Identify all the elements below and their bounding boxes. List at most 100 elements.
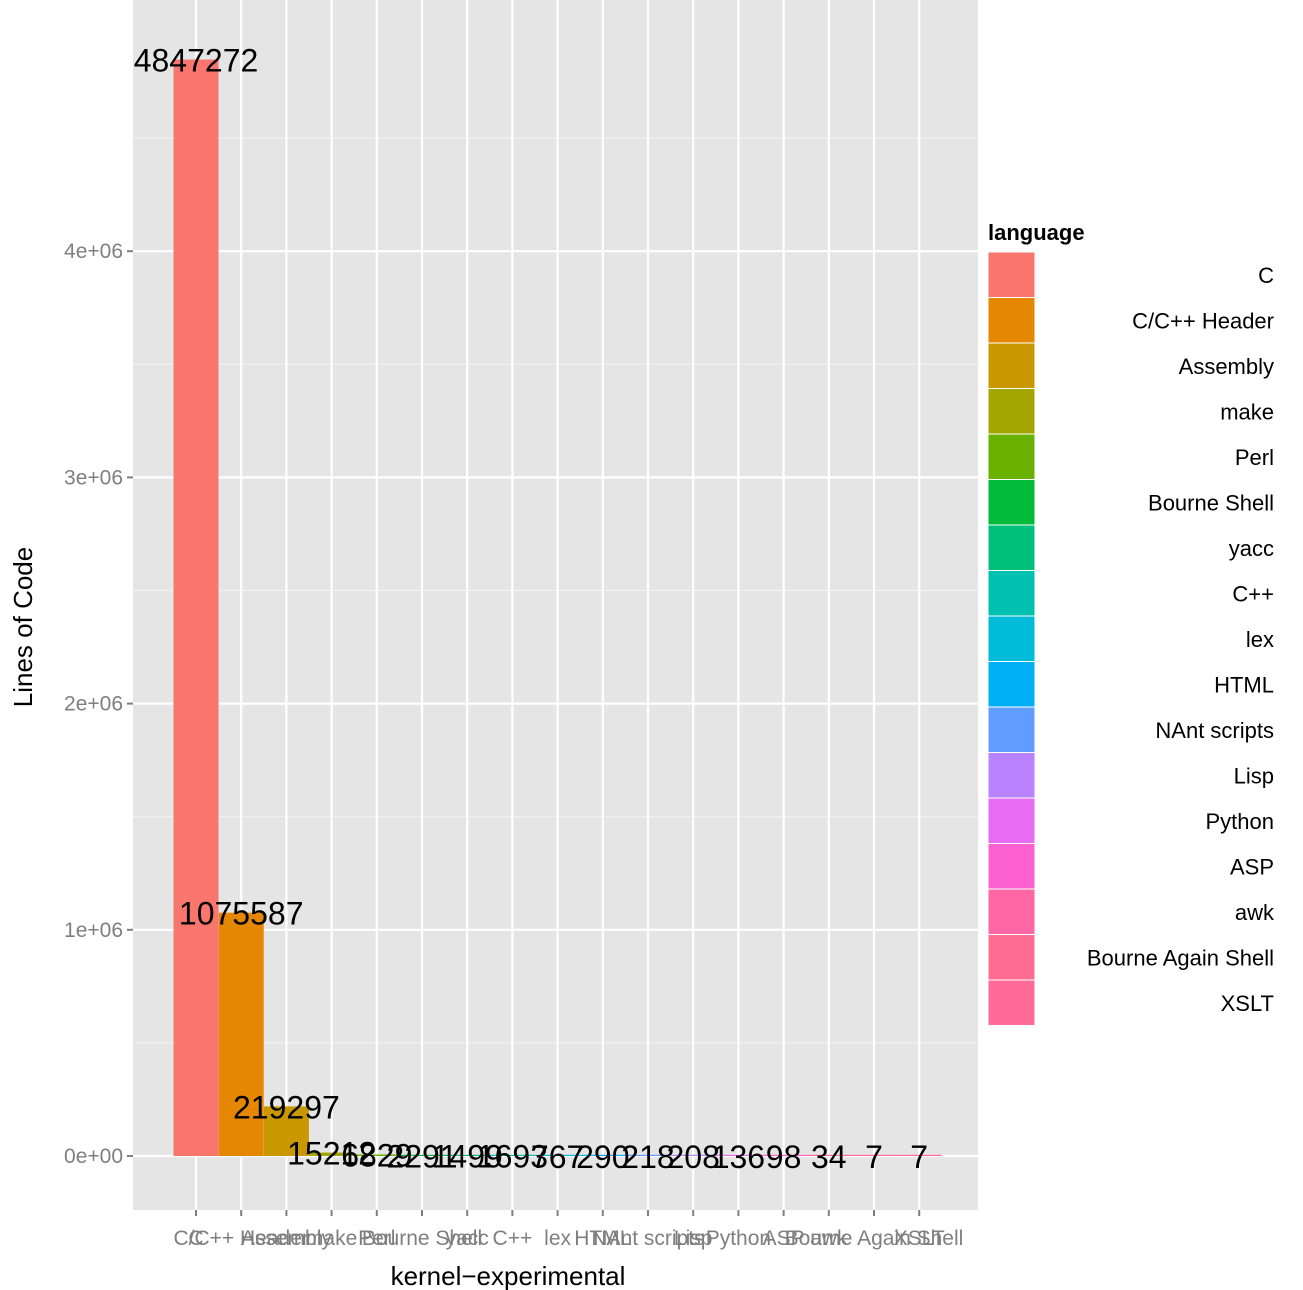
legend: language C C/C++ Header Assembly make Perl Bo…	[978, 210, 1303, 1045]
legend-key	[987, 888, 1036, 935]
x-tick-label: awk	[810, 1227, 848, 1250]
legend-label: Perl	[1235, 445, 1274, 470]
data-labels: 4847272 1075587 219297 15212682922911499169…	[134, 43, 928, 1175]
y-tick-label: 3e+06	[64, 466, 123, 489]
data-label: 290	[576, 1139, 629, 1175]
x-tick-label: make	[306, 1227, 357, 1250]
legend-key	[987, 706, 1036, 753]
x-tick-label: HTML	[574, 1227, 631, 1250]
bar-make	[309, 1152, 355, 1156]
data-label: 7	[865, 1139, 883, 1175]
legend-title: language	[988, 220, 1085, 245]
legend-items: C C/C++ Header Assembly make Perl Bourne Shel…	[987, 251, 1275, 1026]
bar-python	[715, 1154, 761, 1156]
legend-label: lex	[1246, 627, 1274, 652]
data-label: 136	[712, 1139, 765, 1175]
x-tick-label: Python	[706, 1227, 771, 1250]
legend-label: C++	[1232, 581, 1274, 606]
legend-key	[987, 979, 1036, 1026]
legend-key	[987, 251, 1036, 298]
bar-awk	[806, 1154, 852, 1156]
legend-key	[987, 570, 1036, 617]
legend-key	[987, 615, 1036, 662]
data-label: 1499	[432, 1139, 503, 1175]
y-axis: 0e+00 1e+06 2e+06 3e+06 4e+06	[64, 240, 133, 1168]
legend-label: Python	[1206, 809, 1275, 834]
y-tick-label: 1e+06	[64, 919, 123, 942]
data-label: 218	[621, 1139, 674, 1175]
legend-label: ASP	[1230, 854, 1274, 879]
x-tick-label: NAnt scripts	[591, 1227, 704, 1250]
bar-nant-scripts	[625, 1154, 671, 1156]
data-label: 34	[811, 1139, 847, 1175]
data-label: 6829	[341, 1137, 412, 1173]
x-axis-title: kernel−experimental	[391, 1261, 626, 1290]
bar-yacc	[444, 1154, 490, 1156]
x-tick-label: yacc	[446, 1227, 489, 1250]
x-tick-label: ASP	[763, 1227, 805, 1250]
bar-xslt	[896, 1154, 942, 1156]
data-label: 208	[667, 1139, 720, 1175]
legend-key	[987, 433, 1036, 480]
bar-c-	[489, 1154, 535, 1156]
x-tick-label: C	[188, 1227, 203, 1250]
legend-label: Lisp	[1234, 763, 1274, 788]
legend-key	[987, 388, 1036, 435]
legend-label: Assembly	[1179, 354, 1274, 379]
legend-label: XSLT	[1221, 991, 1274, 1016]
x-tick-label: C++	[493, 1227, 533, 1250]
legend-key	[987, 342, 1036, 389]
legend-label: NAnt scripts	[1155, 718, 1274, 743]
data-label: 219297	[233, 1089, 340, 1125]
bar-bourne-shell	[399, 1154, 445, 1156]
legend-key	[987, 752, 1036, 799]
y-tick-label: 2e+06	[64, 693, 123, 716]
legend-key	[987, 797, 1036, 844]
data-label: 2291	[386, 1138, 457, 1174]
legend-key	[987, 524, 1036, 571]
data-label: 98	[766, 1139, 802, 1175]
legend-key	[987, 479, 1036, 526]
bars	[173, 59, 942, 1156]
legend-key	[987, 661, 1036, 708]
x-tick-label: XSLT	[894, 1227, 945, 1250]
legend-label: C/C++ Header	[1132, 308, 1274, 333]
bar-lisp	[670, 1154, 716, 1156]
bar-assembly	[263, 1106, 309, 1156]
y-tick-label: 4e+06	[64, 240, 123, 263]
legend-label: C	[1258, 263, 1274, 288]
bar-bourne-again-shell	[851, 1154, 897, 1156]
bar-html	[580, 1154, 626, 1156]
data-label: 7	[910, 1139, 928, 1175]
data-label: 15212	[287, 1136, 376, 1172]
data-label: 1693	[477, 1139, 548, 1175]
y-axis-title: Lines of Code	[8, 547, 38, 707]
bar-asp	[761, 1154, 807, 1156]
minor-gridlines	[133, 137, 978, 1044]
legend-label: yacc	[1229, 536, 1274, 561]
x-tick-label: Lisp	[674, 1227, 713, 1250]
legend-label: awk	[1235, 900, 1275, 925]
data-label: 767	[531, 1139, 584, 1175]
bar-c	[173, 59, 219, 1156]
x-tick-label: Bourne Shell	[362, 1227, 482, 1250]
legend-key	[987, 297, 1036, 344]
legend-key	[987, 934, 1036, 981]
legend-label: make	[1220, 399, 1274, 424]
y-tick-label: 0e+00	[64, 1145, 123, 1168]
data-label: 4847272	[134, 43, 259, 79]
x-tick-label: Perl	[358, 1227, 395, 1250]
legend-key	[987, 843, 1036, 890]
bar-c-c-header	[218, 912, 264, 1156]
x-tick-label: C/C++ Header	[173, 1227, 308, 1250]
x-tick-label: Assembly	[241, 1227, 333, 1250]
bar-perl	[354, 1154, 400, 1156]
legend-label: HTML	[1214, 672, 1274, 697]
x-tick-label: lex	[544, 1227, 571, 1250]
panel-background	[133, 0, 978, 1210]
x-tick-label: Bourne Again Shell	[785, 1227, 964, 1250]
bar-lex	[535, 1154, 581, 1156]
data-label: 1075587	[179, 896, 304, 932]
